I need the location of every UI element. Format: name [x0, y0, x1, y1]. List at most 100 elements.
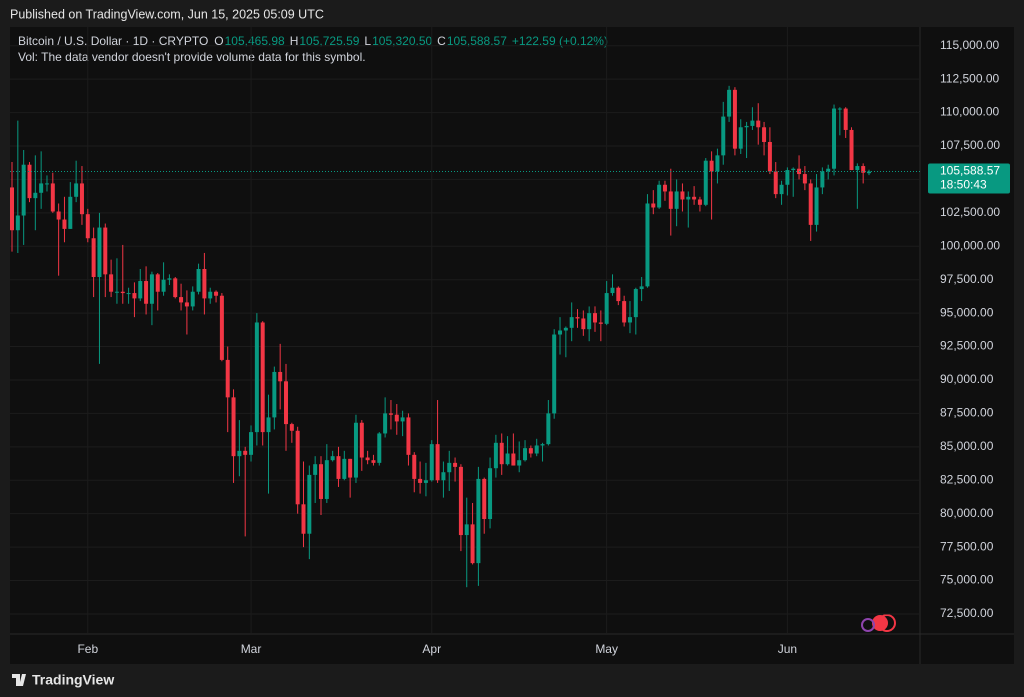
candle-body	[727, 89, 732, 117]
legend-change: +122.59 (+0.12%)	[512, 34, 608, 48]
candle-body	[56, 211, 61, 220]
y-tick-label: 110,000.00	[940, 105, 999, 119]
candle-body	[697, 199, 702, 205]
legend-value: 105,725.59	[299, 34, 359, 48]
y-tick-label: 72,500.00	[940, 606, 994, 620]
candle-body	[843, 108, 848, 130]
candle-body	[820, 171, 825, 188]
candle-body	[318, 464, 323, 499]
candle-body	[342, 458, 347, 479]
y-tick-label: 92,500.00	[940, 339, 994, 353]
candle-body	[668, 191, 673, 209]
candle-body	[622, 301, 627, 323]
candle-body	[482, 478, 487, 520]
y-tick-label: 90,000.00	[940, 372, 994, 386]
candle-body	[202, 268, 207, 299]
candle-body	[610, 287, 615, 294]
brand: TradingView	[32, 672, 114, 688]
candle-body	[50, 183, 55, 212]
legend-value: 105,320.50	[372, 34, 432, 48]
y-tick-label: 112,500.00	[940, 71, 999, 85]
candle-body	[179, 297, 184, 303]
candle-body	[680, 191, 685, 200]
candle-body	[732, 89, 737, 149]
x-tick-label: Jun	[778, 642, 797, 656]
candle-body	[126, 293, 131, 295]
candle-body	[149, 274, 154, 304]
candle-body	[167, 278, 172, 280]
candle-body	[779, 184, 784, 195]
candle-body	[703, 160, 708, 205]
candle-body	[773, 171, 778, 195]
candle-body	[429, 444, 434, 481]
y-tick-label: 107,500.00	[940, 138, 1000, 152]
icon-ring	[861, 618, 875, 632]
candle-body	[383, 413, 388, 434]
candle-body	[540, 444, 545, 446]
candle-body	[528, 448, 533, 454]
candle-body	[301, 504, 306, 534]
candle-body	[44, 183, 49, 185]
price-tag-countdown: 18:50:43	[940, 178, 987, 192]
candle-body	[756, 120, 761, 128]
y-tick-label: 85,000.00	[940, 439, 994, 453]
candle-body	[74, 183, 79, 197]
candle-body	[674, 191, 679, 209]
y-tick-label: 95,000.00	[940, 305, 994, 319]
symbol-title: Bitcoin / U.S. Dollar · 1D · CRYPTO	[18, 34, 208, 48]
candle-body	[324, 460, 329, 499]
candle-body	[353, 422, 358, 478]
candle-body	[639, 286, 644, 290]
candle-body	[103, 227, 108, 275]
candle-body	[802, 174, 807, 184]
candle-body	[575, 317, 580, 319]
y-tick-label: 100,000.00	[940, 238, 1000, 252]
candle-body	[750, 120, 755, 126]
candle-body	[447, 462, 452, 473]
legend-key: H	[290, 34, 299, 48]
candle-body	[418, 478, 423, 483]
candle-body	[715, 155, 720, 172]
candle-body	[435, 444, 440, 481]
y-tick-label: 75,000.00	[940, 573, 994, 587]
candle-body	[832, 108, 837, 169]
candle-body	[517, 460, 522, 466]
candle-body	[190, 291, 195, 307]
candle-body	[849, 129, 854, 171]
candle-body	[91, 238, 96, 278]
legend: Bitcoin / U.S. Dollar · 1D · CRYPTO O 105,…	[18, 34, 608, 48]
candle-body	[231, 397, 236, 457]
candle-body	[808, 183, 813, 225]
candle-body	[237, 450, 242, 457]
candle-body	[534, 445, 539, 454]
candle-body	[155, 274, 160, 292]
price-tag-value: 105,588.57	[940, 164, 1000, 178]
candle-body	[348, 458, 353, 478]
candle-body	[307, 474, 312, 534]
candle-body	[114, 291, 119, 293]
candle-body	[837, 108, 842, 110]
candle-body	[651, 203, 656, 208]
logo-mark	[12, 674, 26, 686]
candle-body	[208, 291, 213, 299]
candle-body	[266, 417, 271, 433]
y-tick-label: 97,500.00	[940, 272, 994, 286]
candle-body	[144, 281, 149, 304]
candle-body	[616, 287, 621, 302]
candle-body	[109, 274, 114, 292]
candle-body	[243, 450, 248, 455]
candle-body	[21, 164, 26, 216]
published-note: Published on TradingView.com, Jun 15, 20…	[10, 7, 324, 21]
legend-key: L	[364, 34, 371, 48]
candle-body	[278, 371, 283, 382]
candle-body	[505, 453, 510, 465]
candle-body	[377, 433, 382, 463]
candle-body	[219, 295, 224, 360]
candle-body	[493, 442, 498, 469]
candle-body	[581, 318, 586, 330]
candle-body	[161, 279, 166, 292]
candle-body	[826, 168, 831, 172]
candle-body	[85, 214, 90, 239]
candle-body	[313, 464, 318, 475]
